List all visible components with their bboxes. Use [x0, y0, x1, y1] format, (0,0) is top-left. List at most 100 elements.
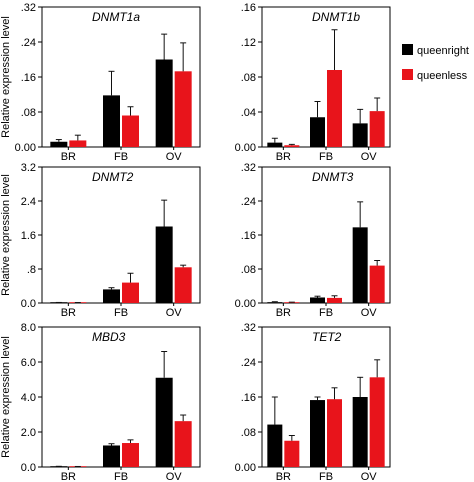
- legend-label-queenless: queenless: [417, 70, 468, 82]
- x-tick-label: OV: [166, 151, 183, 163]
- y-tick-label: 0.00: [235, 142, 256, 154]
- bar-queenless-br: [69, 140, 87, 147]
- bar-queenright-br: [267, 424, 283, 467]
- panel-mbd3: 0.0 2.0 4.0 6.0 8.0 BR FB OV MBD3 Relative expres…: [0, 322, 201, 482]
- bar-queenright-ov: [352, 397, 368, 467]
- x-tick-label: FB: [319, 151, 333, 163]
- bar-queenright-ov: [155, 377, 173, 467]
- y-tick-label: .04: [241, 107, 256, 119]
- panel-tet2: 0.00 .08 .16 .24 .32 BR FB OV TET2: [235, 322, 391, 482]
- bar-queenless-br: [284, 440, 300, 467]
- bar-queenright-ov: [352, 227, 368, 303]
- y-tick-label: 0.0: [21, 462, 36, 474]
- y-tick-label: .32: [241, 162, 256, 174]
- y-tick-label: 0.00: [15, 142, 36, 154]
- x-tick-label: BR: [276, 307, 291, 319]
- y-tick-label: .16: [21, 72, 36, 84]
- bar-queenless-ov: [174, 71, 192, 147]
- panel-dnmt1b: 0.00 .04 .08 .12 .16 BR FB OV DNMT1b: [235, 2, 391, 163]
- bar-queenless-fb: [122, 282, 139, 303]
- y-tick-label: .24: [241, 196, 256, 208]
- y-tick-label: .32: [241, 322, 256, 334]
- y-tick-label: .16: [241, 2, 256, 14]
- panel-dnmt1a: 0.00 .08 .16 .24 .32 BR FB OV DNMT1a Relative exp…: [0, 2, 201, 163]
- legend: queenright queenless: [402, 44, 469, 82]
- y-tick-label: .24: [241, 357, 256, 369]
- gene-title: DNMT2: [92, 170, 134, 184]
- y-tick-label: .24: [21, 37, 36, 49]
- y-tick-label: 6.0: [21, 357, 36, 369]
- x-tick-label: OV: [166, 307, 183, 319]
- bar-queenless-ov: [174, 267, 192, 303]
- x-tick-label: OV: [166, 471, 183, 482]
- y-tick-label: 4.0: [21, 392, 36, 404]
- y-tick-label: .12: [241, 37, 256, 49]
- y-tick-label: .16: [241, 392, 256, 404]
- panel-dnmt2: 0.0 .8 1.6 2.4 3.2 BR FB OV DNMT2 Relative expres…: [0, 162, 201, 319]
- bar-queenless-fb: [122, 115, 139, 147]
- y-tick-label: 1.6: [21, 230, 36, 242]
- y-tick-label: 2.4: [21, 196, 36, 208]
- bar-queenright-fb: [310, 117, 325, 147]
- bar-queenright-fb: [103, 95, 120, 147]
- bar-queenless-ov: [174, 421, 192, 467]
- x-tick-label: BR: [276, 151, 291, 163]
- panel-dnmt3: 0.00 .08 .16 .24 .32 BR FB OV DNMT3: [235, 162, 391, 319]
- bar-queenright-fb: [310, 400, 325, 467]
- bar-queenless-fb: [327, 297, 342, 303]
- y-tick-label: .08: [241, 427, 256, 439]
- bar-queenright-fb: [310, 297, 325, 303]
- x-tick-label: BR: [276, 471, 291, 482]
- bar-queenright-ov: [155, 226, 173, 303]
- bar-queenless-fb: [122, 443, 139, 467]
- y-tick-label: 3.2: [21, 162, 36, 174]
- bar-queenless-ov: [369, 377, 385, 467]
- bar-queenright-ov: [352, 123, 368, 147]
- y-axis-label: Relative expression level: [0, 174, 12, 296]
- bar-queenright-fb: [103, 445, 120, 467]
- y-tick-label: 2.0: [21, 427, 36, 439]
- legend-label-queenright: queenright: [417, 45, 469, 57]
- y-tick-label: 8.0: [21, 322, 36, 334]
- x-tick-label: OV: [361, 151, 378, 163]
- bar-queenless-ov: [369, 111, 385, 147]
- x-tick-label: OV: [361, 471, 378, 482]
- x-tick-label: FB: [319, 307, 333, 319]
- y-tick-label: 0.0: [21, 298, 36, 310]
- bar-queenright-br: [50, 141, 68, 147]
- gene-title: DNMT1a: [92, 10, 140, 24]
- y-tick-label: .08: [241, 72, 256, 84]
- bar-queenless-br: [284, 145, 300, 147]
- y-tick-label: .32: [21, 2, 36, 14]
- gene-title: MBD3: [92, 330, 126, 344]
- x-tick-label: BR: [61, 151, 76, 163]
- bar-queenless-ov: [369, 265, 385, 303]
- y-axis-label: Relative expression level: [0, 16, 12, 138]
- legend-swatch-queenless: [402, 69, 413, 80]
- gene-title: DNMT1b: [312, 10, 360, 24]
- x-tick-label: FB: [319, 471, 333, 482]
- x-tick-label: FB: [114, 151, 128, 163]
- y-tick-label: .16: [241, 230, 256, 242]
- y-tick-label: 0.00: [235, 298, 256, 310]
- bar-queenless-fb: [327, 70, 342, 147]
- bar-queenless-fb: [327, 399, 342, 467]
- x-tick-label: BR: [61, 471, 76, 482]
- bar-queenright-br: [267, 302, 283, 303]
- y-tick-label: .8: [27, 264, 36, 276]
- gene-title: DNMT3: [312, 170, 354, 184]
- x-tick-label: FB: [114, 307, 128, 319]
- y-tick-label: .08: [21, 107, 36, 119]
- legend-swatch-queenright: [402, 44, 413, 55]
- y-tick-label: 0.00: [235, 462, 256, 474]
- bar-queenright-fb: [103, 289, 120, 303]
- y-axis-label: Relative expression level: [0, 336, 12, 458]
- bar-queenright-br: [267, 142, 283, 147]
- bar-queenright-ov: [155, 59, 173, 147]
- x-tick-label: BR: [61, 307, 76, 319]
- gene-title: TET2: [312, 330, 342, 344]
- x-tick-label: OV: [361, 307, 378, 319]
- y-tick-label: .08: [241, 264, 256, 276]
- x-tick-label: FB: [114, 471, 128, 482]
